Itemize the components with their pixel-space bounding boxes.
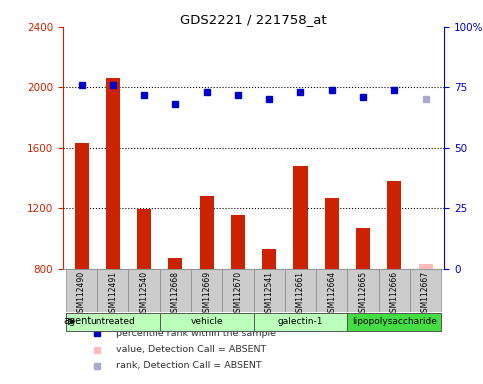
Bar	[387, 181, 401, 268]
Bar	[66, 313, 160, 331]
Bar	[74, 143, 88, 268]
Text: GSM112541: GSM112541	[265, 271, 274, 317]
Bar	[356, 228, 370, 268]
Bar	[347, 268, 379, 312]
Bar	[66, 268, 97, 312]
Text: count: count	[116, 313, 143, 321]
Text: GSM112669: GSM112669	[202, 271, 211, 317]
Bar	[106, 78, 120, 268]
Bar	[316, 268, 347, 312]
Bar	[294, 166, 308, 268]
Bar	[191, 268, 222, 312]
Bar	[347, 313, 441, 331]
Text: GSM112670: GSM112670	[233, 271, 242, 317]
Text: GSM112490: GSM112490	[77, 271, 86, 317]
Bar	[325, 197, 339, 268]
Title: GDS2221 / 221758_at: GDS2221 / 221758_at	[180, 13, 327, 26]
Bar	[128, 268, 160, 312]
Text: GSM112661: GSM112661	[296, 271, 305, 317]
Text: agent: agent	[63, 316, 92, 326]
Text: value, Detection Call = ABSENT: value, Detection Call = ABSENT	[116, 345, 267, 354]
Bar	[169, 258, 183, 268]
Bar	[97, 268, 128, 312]
Text: percentile rank within the sample: percentile rank within the sample	[116, 329, 276, 338]
Bar	[285, 268, 316, 312]
Text: GSM112540: GSM112540	[140, 271, 149, 317]
Bar	[160, 313, 254, 331]
Text: GSM112491: GSM112491	[108, 271, 117, 317]
Text: GSM112665: GSM112665	[358, 271, 368, 317]
Text: GSM112666: GSM112666	[390, 271, 399, 317]
Text: rank, Detection Call = ABSENT: rank, Detection Call = ABSENT	[116, 361, 262, 370]
Bar	[379, 268, 410, 312]
Bar	[262, 249, 276, 268]
Text: galectin-1: galectin-1	[278, 317, 323, 326]
Text: GSM112667: GSM112667	[421, 271, 430, 317]
Bar	[410, 268, 441, 312]
Bar	[231, 215, 245, 268]
Text: vehicle: vehicle	[190, 317, 223, 326]
Text: lipopolysaccharide: lipopolysaccharide	[352, 317, 437, 326]
Text: GSM112664: GSM112664	[327, 271, 336, 317]
Bar	[199, 196, 213, 268]
Bar	[254, 268, 285, 312]
Bar	[137, 209, 151, 268]
Text: GSM112668: GSM112668	[171, 271, 180, 317]
Bar	[222, 268, 254, 312]
Bar	[160, 268, 191, 312]
Bar	[254, 313, 347, 331]
Text: untreated: untreated	[90, 317, 135, 326]
Bar	[419, 264, 433, 268]
